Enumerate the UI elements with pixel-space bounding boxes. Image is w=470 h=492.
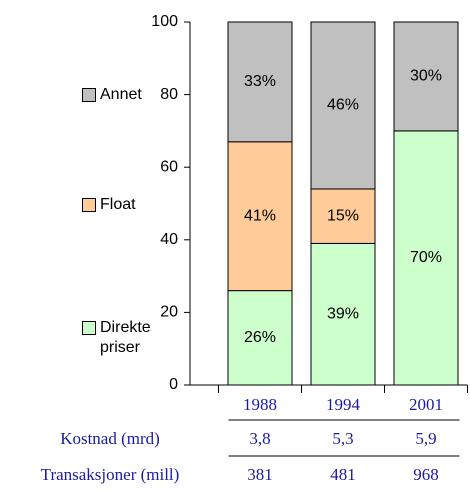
- bar-segment: [310, 21, 376, 190]
- row-label: Kostnad (mrd): [60, 429, 160, 448]
- x-tick-label: 2001: [409, 395, 443, 414]
- bar-segment: [227, 141, 293, 292]
- data-label: 39%: [327, 305, 359, 322]
- cell: 381: [247, 465, 273, 484]
- legend-swatch: [82, 88, 96, 102]
- y-tick-label: 100: [151, 13, 178, 30]
- y-tick-label: 20: [160, 304, 178, 321]
- y-tick-label: 40: [160, 231, 178, 248]
- cell: 3,8: [249, 429, 270, 448]
- x-tick-label: 1988: [243, 395, 277, 414]
- data-label: 15%: [327, 207, 359, 224]
- legend-label: Annet: [100, 86, 142, 103]
- data-label: 46%: [327, 97, 359, 114]
- bar-segment: [393, 130, 459, 386]
- bar-segment: [393, 21, 459, 132]
- y-tick-label: 0: [169, 376, 178, 393]
- data-label: 70%: [410, 249, 442, 266]
- data-label: 33%: [244, 73, 276, 90]
- data-label: 26%: [244, 329, 276, 346]
- cell: 968: [413, 465, 439, 484]
- cell: 481: [330, 465, 356, 484]
- x-tick-label: 1994: [326, 395, 361, 414]
- legend-swatch: [82, 198, 96, 212]
- data-label: 41%: [244, 207, 276, 224]
- legend-item: Float: [82, 195, 170, 215]
- bar-segment: [227, 21, 293, 143]
- bar-segment: [227, 290, 293, 386]
- legend-swatch: [82, 321, 96, 335]
- bar-segment: [310, 242, 376, 386]
- y-tick-label: 60: [160, 158, 178, 175]
- legend-label: Float: [100, 196, 136, 213]
- cell: 5,3: [332, 429, 353, 448]
- legend-label: Direkte priser: [100, 319, 151, 356]
- legend-item: Direkte priser: [82, 318, 170, 358]
- row-label: Transaksjoner (mill): [41, 465, 180, 484]
- data-label: 30%: [410, 68, 442, 85]
- y-tick-label: 80: [160, 86, 178, 103]
- legend-item: Annet: [82, 85, 170, 105]
- cell: 5,9: [415, 429, 436, 448]
